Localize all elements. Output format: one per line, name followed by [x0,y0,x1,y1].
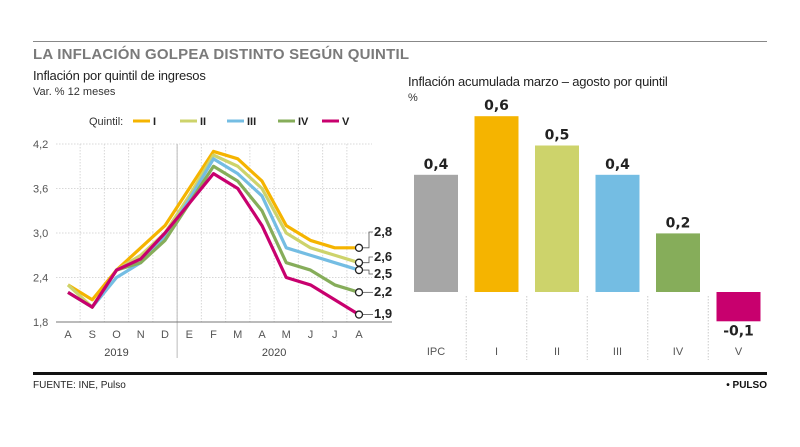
bar-chart-subtitle: % [408,92,418,104]
end-point-marker [354,310,364,319]
x-tick-label: M [233,329,242,341]
bar-category-label: III [613,346,622,358]
main-title: LA INFLACIÓN GOLPEA DISTINTO SEGÚN QUINT… [33,46,410,63]
line-chart-subtitle: Var. % 12 meses [33,86,116,98]
bar-value-label: 0,2 [666,215,691,231]
bottom-rule [33,372,767,375]
bar-v [716,292,761,322]
x-tick-label: N [137,329,145,341]
bar-chart-labels: 0,4 IPC 0,6 I 0,5 II 0,4 III 0,2 IV -0,1 V [424,98,754,358]
x-tick-label: S [89,329,96,341]
series-line-iii [67,157,360,309]
bar-category-label: I [495,346,498,358]
end-value-label: 1,9 [374,306,392,321]
bar-chart-bars [414,116,761,322]
bar-i [474,116,519,292]
bar-value-label: 0,4 [605,157,630,173]
bar-ii [535,145,579,292]
end-point-marker [354,258,364,267]
end-label-leader [363,269,373,275]
line-chart-series [66,149,360,316]
end-point-marker [354,243,364,252]
legend-label-i: I [153,116,156,128]
bar-category-label: II [554,346,560,358]
bar-iv [656,233,700,292]
bar-value-label: 0,6 [484,98,509,114]
bar-category-label: V [735,346,743,358]
y-tick-label: 3,0 [33,228,48,240]
bar-chart-title: Inflación acumulada marzo – agosto por q… [408,74,668,89]
end-label-leader [363,231,373,249]
legend-label-iii: III [247,116,256,128]
bar-value-label: 0,5 [545,128,570,144]
legend-label-iv: IV [298,116,309,128]
x-tick-label: M [282,329,291,341]
line-chart-axes: 4,2 3,6 3,0 2,4 1,8 A S O N D E F M A M J J A 2019 2020 [33,139,392,359]
year-label: 2020 [262,347,286,359]
top-rule [33,41,767,42]
legend-label-v: V [342,116,350,128]
x-tick-label: A [258,329,266,341]
y-tick-label: 3,6 [33,184,48,196]
line-chart-legend: Quintil: I II III IV V [89,116,350,128]
source-note: FUENTE: INE, Pulso [33,380,126,391]
x-tick-label: A [64,329,72,341]
x-tick-label: J [308,329,314,341]
bar-category-label: IV [673,346,684,358]
x-tick-label: A [355,329,363,341]
bar-value-label: -0,1 [723,323,754,339]
bar-value-label: 0,4 [424,157,449,173]
series-line-v [67,172,360,316]
x-tick-label: D [161,329,169,341]
bar-ipc [414,174,458,292]
brand-logo: • PULSO [726,380,767,391]
year-label: 2019 [104,347,128,359]
legend-label-ii: II [200,116,206,128]
legend-title: Quintil: [89,116,123,128]
end-value-label: 2,6 [374,249,392,264]
end-value-label: 2,5 [374,266,392,281]
x-tick-label: J [332,329,338,341]
x-tick-label: E [186,329,193,341]
y-tick-label: 1,8 [33,317,48,329]
bar-category-label: IPC [427,346,445,358]
end-value-label: 2,2 [374,284,392,299]
line-chart-end-labels: 2,8 2,6 2,5 2,2 1,9 [354,224,392,321]
end-point-marker [354,265,364,275]
end-point-marker [354,288,364,297]
end-label-leader [363,256,373,264]
y-tick-label: 4,2 [33,139,48,151]
bar-iii [595,174,640,292]
line-chart-title: Inflación por quintil de ingresos [33,68,206,83]
y-tick-label: 2,4 [33,273,48,285]
end-value-label: 2,8 [374,224,392,239]
x-tick-label: F [210,329,217,341]
x-tick-label: O [112,329,121,341]
